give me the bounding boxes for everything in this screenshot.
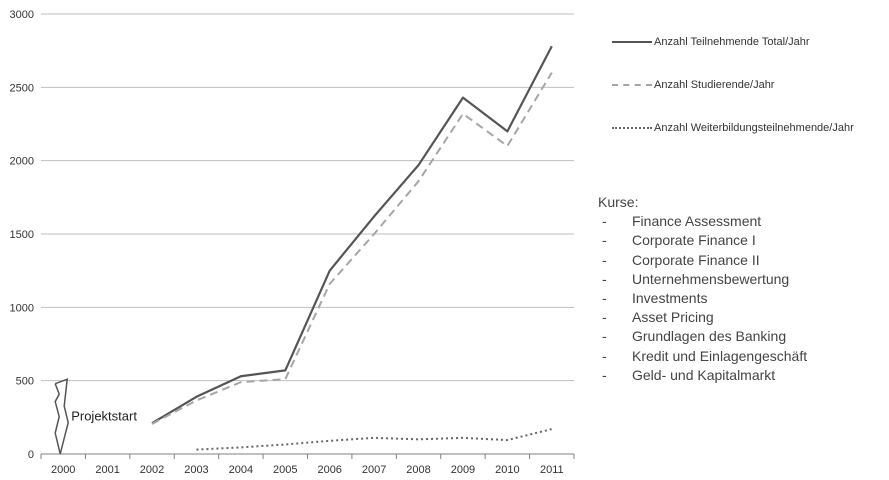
course-list-heading: Kurse: [598,194,639,210]
legend-swatch-solid [612,41,652,43]
course-list: Kurse: - Finance Assessment - Corporate Fi… [598,193,807,385]
legend-item-total: Anzahl Teilnehmende Total/Jahr [612,36,810,48]
legend-label-weiterbildung: Anzahl Weiterbildungsteilnehmende/Jahr [654,122,854,134]
course-item: - Geld- und Kapitalmarkt [602,366,776,383]
legend-item-studierende: Anzahl Studierende/Jahr [612,79,774,91]
x-tick-label: 2005 [273,464,297,476]
course-item: - Kredit und Einlagengeschäft [602,347,808,364]
x-tick-label: 2002 [140,464,164,476]
course-item: - Investments [602,290,708,307]
x-tick-label: 2003 [184,464,208,476]
x-tick-label: 2006 [317,464,341,476]
y-tick-label: 0 [28,449,34,461]
x-tick-label: 2004 [229,464,253,476]
x-tick-label: 2007 [362,464,386,476]
x-tick-label: 2001 [95,464,119,476]
legend-swatch-dashed [612,84,652,86]
x-tick-label: 2000 [51,464,75,476]
series-line-3 [196,428,553,451]
course-item: - Unternehmensbewertung [602,270,790,287]
x-tick-label: 2008 [406,464,430,476]
x-tick-label: 2011 [540,464,564,476]
course-item: - Corporate Finance I [602,232,756,249]
projektstart-bolt [54,378,69,455]
x-tick-label: 2010 [495,464,519,476]
legend-item-weiterbildung: Anzahl Weiterbildungsteilnehmende/Jahr [612,122,854,134]
y-tick-label: 2500 [10,82,34,94]
y-tick-label: 3000 [10,9,34,21]
projektstart-label: Projektstart [71,408,137,423]
y-tick-label: 2000 [10,156,34,168]
y-tick-label: 500 [16,376,34,388]
series-line-2 [151,72,553,425]
legend-swatch-dotted [612,127,652,129]
course-item: - Grundlagen des Banking [602,328,787,345]
course-item: - Asset Pricing [602,309,714,326]
y-tick-label: 1500 [10,229,34,241]
y-tick-label: 1000 [10,302,34,314]
legend-label-total: Anzahl Teilnehmende Total/Jahr [654,36,810,48]
legend-label-studierende: Anzahl Studierende/Jahr [654,79,775,91]
course-item: - Finance Assessment [602,213,762,230]
course-item: - Corporate Finance II [602,251,760,268]
series-line-1 [151,45,553,425]
x-tick-label: 2009 [451,464,475,476]
